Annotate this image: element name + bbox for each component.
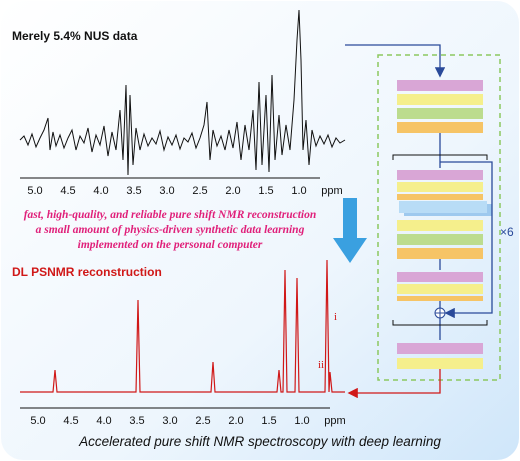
bottom-label: DL PSNMR reconstruction <box>12 265 162 279</box>
peak-label: ii <box>318 359 324 371</box>
tick-label: 3.5 <box>129 415 144 427</box>
reconstructed-spectrum <box>20 259 345 393</box>
tick-label: 4.0 <box>96 415 111 427</box>
tick-label: 1.5 <box>261 415 276 427</box>
tick-label: 3.5 <box>126 185 141 197</box>
tick-label: 1.0 <box>291 185 306 197</box>
caption: Accelerated pure shift NMR spectroscopy … <box>78 434 441 449</box>
network <box>347 54 501 399</box>
tick-label: 2.5 <box>192 185 207 197</box>
highlight: fast, high-quality, and reliable pure sh… <box>24 209 317 221</box>
tick-label: 3.0 <box>159 185 174 197</box>
highlight: a small amount of physics-driven synthet… <box>36 224 305 236</box>
bottom-ticks: 5.0 4.5 4.0 3.5 3.0 2.5 2.0 1.5 1.0 ppm <box>30 415 345 427</box>
top-label: Merely 5.4% NUS data <box>12 29 138 43</box>
tick-label: 1.5 <box>258 185 273 197</box>
nus-spectrum <box>19 9 346 176</box>
arrow-in <box>345 44 446 78</box>
tick-label: 5.0 <box>27 185 42 197</box>
tick-label: 4.5 <box>60 185 75 197</box>
highlight: implemented on the personal computer <box>78 239 263 251</box>
tick-label: 4.0 <box>93 185 108 197</box>
tick-label: ppm <box>324 415 345 427</box>
tick-label: 4.5 <box>63 415 78 427</box>
down-arrow <box>333 198 367 263</box>
top-ticks: 5.0 4.5 4.0 3.5 3.0 2.5 2.0 1.5 1.0 ppm <box>27 185 342 197</box>
repeat-label: ×6 <box>500 225 514 239</box>
peak-label: i <box>334 311 337 323</box>
tick-label: 1.0 <box>294 415 309 427</box>
tick-label: 3.0 <box>162 415 177 427</box>
tick-label: 5.0 <box>30 415 45 427</box>
tick-label: ppm <box>321 185 342 197</box>
tick-label: 2.5 <box>195 415 210 427</box>
tick-label: 2.0 <box>228 415 243 427</box>
tick-label: 2.0 <box>225 185 240 197</box>
